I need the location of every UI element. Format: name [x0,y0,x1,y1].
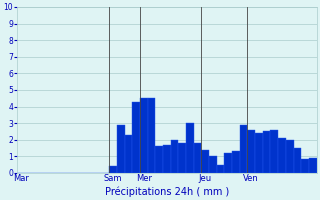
Bar [140,98,148,173]
Bar [179,143,186,173]
Bar [201,150,209,173]
Bar [132,102,140,173]
Bar [263,131,270,173]
Bar [309,158,316,173]
Bar [270,130,278,173]
Bar [293,148,301,173]
Bar [163,145,171,173]
Bar [217,165,224,173]
Bar [278,138,286,173]
Bar [209,156,217,173]
Bar [286,140,293,173]
Bar [255,133,263,173]
X-axis label: Précipitations 24h ( mm ): Précipitations 24h ( mm ) [105,186,229,197]
Bar [125,135,132,173]
Bar [247,130,255,173]
Bar [156,146,163,173]
Bar [232,151,240,173]
Bar [301,159,309,173]
Bar [109,166,117,173]
Bar [186,123,194,173]
Bar [224,153,232,173]
Bar [171,140,179,173]
Bar [117,125,125,173]
Bar [194,143,201,173]
Bar [240,125,247,173]
Bar [148,98,156,173]
